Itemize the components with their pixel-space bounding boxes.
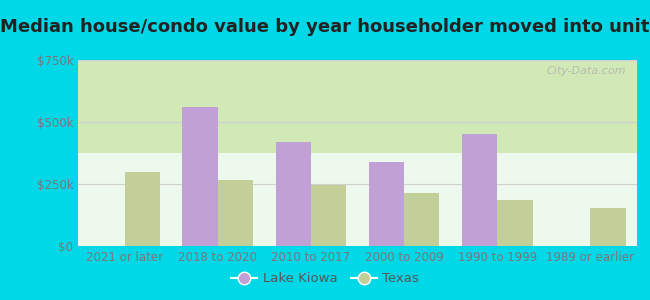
Text: City-Data.com: City-Data.com <box>546 66 626 76</box>
Bar <box>404 193 439 246</box>
Bar <box>218 180 253 246</box>
Bar <box>125 172 160 246</box>
Bar <box>183 107 218 246</box>
Bar <box>369 162 404 246</box>
Bar <box>497 200 532 246</box>
Legend: Lake Kiowa, Texas: Lake Kiowa, Texas <box>226 267 424 290</box>
Bar <box>311 185 346 246</box>
Bar <box>590 208 626 246</box>
Bar <box>462 134 497 246</box>
Text: Median house/condo value by year householder moved into unit: Median house/condo value by year househo… <box>0 18 650 36</box>
Bar <box>276 142 311 246</box>
